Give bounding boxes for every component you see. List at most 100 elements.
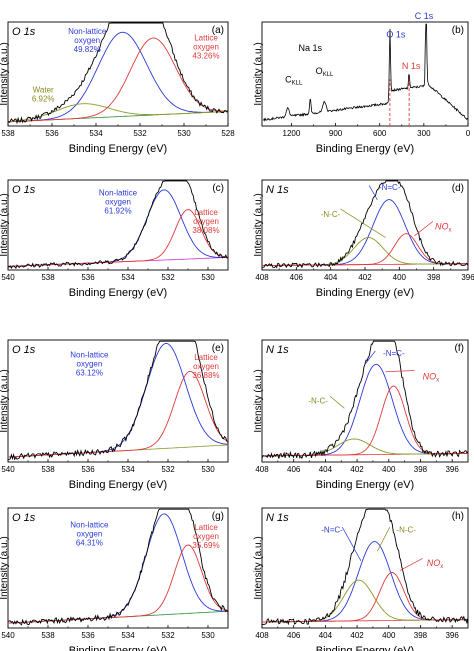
peak-label-sub: KLL	[323, 72, 334, 78]
survey-spectrum	[263, 23, 469, 122]
component-peak	[7, 370, 229, 458]
y-axis-label: Intensity (a.u.)	[0, 536, 10, 599]
x-ticks: 408 406 404 402 400 398 396	[255, 625, 459, 640]
peak-annotation: Lattice oxygen 36.88%	[192, 353, 219, 380]
x-axis-label: Binding Energy (eV)	[316, 479, 414, 491]
peak-label-main: N	[402, 61, 409, 71]
x-tick-label: 404	[319, 465, 333, 474]
x-tick-label: 408	[255, 465, 269, 474]
annotation-line: Water	[33, 85, 54, 94]
peak-label-main: 1s	[421, 11, 434, 21]
panel-label: (d)	[452, 183, 464, 194]
peak-annotation: -N=C-	[321, 525, 343, 534]
panel-label: (c)	[212, 183, 224, 194]
annotation-line: Lattice	[194, 33, 218, 42]
x-tick-label: 398	[427, 273, 441, 282]
x-tick-label: 400	[393, 273, 407, 282]
component-peak	[7, 103, 229, 123]
y-axis-label: Intensity (a.u.)	[0, 193, 10, 256]
x-tick-label: 396	[461, 273, 474, 282]
annotation-line: 38.08%	[192, 226, 219, 235]
x-tick-label: 404	[319, 631, 333, 640]
peak-label-sub: KLL	[292, 80, 303, 86]
x-ticks: 408 406 404 402 400 398 396	[255, 459, 459, 474]
x-tick-label: 532	[161, 631, 175, 640]
plot-frame	[7, 507, 229, 629]
peak-annotation: Water 6.92%	[32, 85, 55, 103]
core-level-title: N 1s	[266, 184, 289, 196]
annotation-line: oxygen	[77, 359, 103, 368]
panel-e: 540 538 536 534 532 530 Binding Energy (eV) Int…	[0, 339, 229, 491]
annotation-line: oxygen	[74, 36, 100, 45]
annotation-sub: x	[436, 377, 439, 383]
leader-line	[340, 208, 386, 238]
leader-line	[399, 558, 423, 571]
peak-label-main: O	[316, 66, 323, 76]
x-tick-label: 534	[89, 129, 103, 138]
x-ticks: 408 406 404 402 400 398 396	[255, 267, 474, 282]
annotation-line: 6.92%	[32, 94, 55, 103]
core-level-title: O 1s	[12, 26, 36, 38]
y-axis-label: Intensity (a.u.)	[253, 536, 264, 599]
x-tick-label: 532	[161, 465, 175, 474]
peak-label-main: 1s	[310, 43, 323, 53]
annotation-line: 49.82%	[74, 45, 101, 54]
component-peak	[8, 31, 229, 123]
x-axis-label: Binding Energy (eV)	[69, 479, 167, 491]
component-peak	[7, 209, 229, 267]
peak-annotation: -N=C-	[383, 349, 405, 358]
x-tick-label: 400	[382, 631, 396, 640]
x-tick-label: 402	[358, 273, 372, 282]
x-tick-label: 1200	[283, 129, 301, 138]
annotation-line: Non-lattice	[68, 27, 107, 36]
annotation-line: Lattice	[194, 208, 218, 217]
plot-frame	[261, 21, 469, 127]
x-tick-label: 406	[290, 273, 304, 282]
x-tick-label: 534	[121, 631, 135, 640]
annotation-sub: x	[440, 564, 443, 570]
x-axis-label: Binding Energy (eV)	[316, 645, 414, 651]
leader-line	[329, 395, 345, 409]
annotation-line: oxygen	[193, 362, 219, 371]
panel-label: (g)	[212, 511, 224, 522]
x-tick-label: 396	[445, 631, 459, 640]
annotation-line: Non-lattice	[99, 188, 138, 197]
x-tick-label: 540	[1, 631, 15, 640]
leader-line	[377, 527, 391, 552]
panel-h: 408 406 404 402 400 398 396 Binding Energy (eV)…	[253, 507, 469, 651]
peak-annotation: Non-lattice oxygen 64.31%	[70, 521, 109, 548]
x-tick-label: 400	[382, 465, 396, 474]
annotation-line: 64.31%	[76, 539, 103, 548]
peak-label-main: C	[415, 11, 422, 21]
x-tick-label: 538	[1, 129, 15, 138]
component-peak	[262, 579, 468, 623]
peak-annotation: Lattice oxygen 35.69%	[192, 523, 219, 550]
raw-spectrum	[7, 340, 229, 461]
peak-annotation: -N-C-	[308, 397, 328, 406]
core-level-title: O 1s	[12, 184, 36, 196]
x-axis-label: Binding Energy (eV)	[69, 287, 167, 299]
x-tick-label: 530	[201, 631, 215, 640]
x-tick-label: 406	[287, 631, 301, 640]
annotation-line: 63.12%	[76, 368, 103, 377]
peak-label-main: C	[285, 74, 292, 84]
peak-annotation: Non-lattice oxygen 61.92%	[99, 188, 138, 215]
component-peak	[262, 199, 468, 266]
annotation-line: oxygen	[105, 197, 131, 206]
peak-annotation: Lattice oxygen 43.26%	[192, 33, 219, 60]
annotation-line: -N-C-	[308, 397, 328, 406]
peak-label: Na 1s	[298, 43, 322, 53]
annotation-line: Lattice	[194, 353, 218, 362]
y-axis-label: Intensity (a.u.)	[253, 42, 264, 105]
annotation-line: Non-lattice	[70, 350, 109, 359]
leader-line	[342, 527, 362, 561]
annotation-line: -N=C-	[379, 183, 401, 192]
panel-label: (a)	[212, 25, 224, 36]
x-axis-label: Binding Energy (eV)	[316, 287, 414, 299]
x-tick-label: 600	[373, 129, 387, 138]
annotation-line: -N-C-	[396, 525, 416, 534]
plot-frame	[7, 179, 229, 271]
leader-line	[368, 185, 378, 200]
annotations: -N=C- -N-C- NOx	[308, 349, 439, 409]
